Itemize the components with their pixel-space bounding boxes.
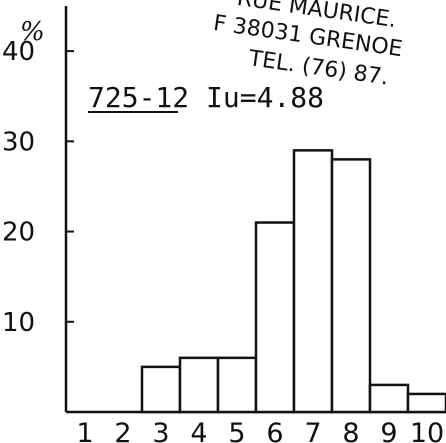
bar-8 [330, 158, 372, 414]
x-tick-label: 4 [190, 418, 207, 443]
sample-annotation: 725-12 Iu=4.88 [88, 81, 324, 114]
x-tick-label: 6 [266, 418, 283, 443]
x-tick-label: 2 [114, 418, 131, 443]
y-tick-label: 40 [2, 37, 35, 67]
bar-10 [406, 392, 446, 414]
bar-4 [178, 356, 220, 414]
y-tick-label: 20 [2, 218, 35, 248]
bar-3 [140, 365, 182, 414]
x-tick-group: 1 2 3 4 5 6 7 8 9 10 [76, 418, 444, 443]
bar-7 [292, 149, 334, 414]
x-tick-label: 7 [304, 418, 321, 443]
y-axis-label: % [20, 17, 45, 47]
x-tick-label: 8 [342, 418, 359, 443]
bar-5 [216, 356, 258, 414]
bar-9 [368, 383, 410, 414]
bar-6 [254, 221, 296, 414]
y-tick-label: 30 [2, 127, 35, 157]
y-tick-group: 10 20 30 40 [2, 37, 74, 338]
x-tick-label: 5 [228, 418, 245, 443]
x-tick-label: 10 [410, 418, 444, 443]
y-tick-label: 10 [2, 308, 35, 338]
x-tick-label: 1 [76, 418, 93, 443]
x-tick-label: 9 [380, 418, 397, 443]
stamp-block: RUE MAURICE. F 38031 GRENOE TEL. (76) 87… [212, 0, 404, 91]
x-tick-label: 3 [152, 418, 169, 443]
bar-group [140, 149, 446, 414]
